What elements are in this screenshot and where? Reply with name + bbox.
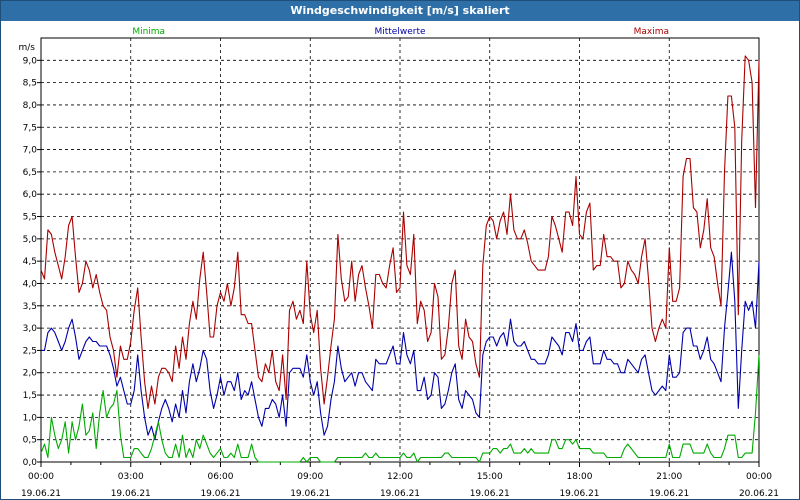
series-line-minima (40, 354, 760, 463)
y-tick-label: 2,5 (23, 346, 37, 356)
x-tick-date-label: 19.06.21 (649, 489, 689, 499)
legend-minima: Minima (132, 27, 165, 37)
x-tick-date-label: 19.06.21 (470, 489, 510, 499)
x-tick-date-label: 19.06.21 (200, 489, 240, 499)
y-tick-label: 1,5 (23, 391, 37, 401)
y-tick-label: 6,0 (23, 190, 38, 200)
legend-mittelwerte: Mittelwerte (374, 27, 425, 37)
x-tick-time-label: 00:00 (28, 472, 54, 482)
y-tick-label: 1,0 (23, 413, 38, 423)
y-tick-label: 5,0 (23, 235, 38, 245)
y-tick-label: 0,0 (23, 458, 38, 468)
x-tick-date-label: 19.06.21 (21, 489, 61, 499)
x-tick-time-label: 18:00 (567, 472, 593, 482)
x-tick-date-label: 19.06.21 (559, 489, 599, 499)
series-line-mittelwerte (41, 251, 760, 441)
y-tick-label: 7,5 (23, 123, 37, 133)
x-tick-time-label: 09:00 (297, 472, 323, 482)
x-tick-date-label: 19.06.21 (111, 489, 151, 499)
y-tick-label: 3,5 (23, 302, 37, 312)
y-tick-label: 4,5 (23, 257, 37, 267)
x-tick-time-label: 15:00 (477, 472, 503, 482)
legend-maxima: Maxima (634, 27, 669, 37)
y-tick-label: 8,0 (23, 101, 38, 111)
y-tick-label: 2,0 (23, 369, 38, 379)
x-tick-time-label: 12:00 (387, 472, 413, 482)
x-tick-time-label: 21:00 (656, 472, 682, 482)
y-tick-label: 4,0 (23, 279, 38, 289)
x-tick-time-label: 03:00 (118, 472, 144, 482)
x-tick-time-label: 06:00 (208, 472, 234, 482)
x-tick-date-label: 20.06.21 (739, 489, 779, 499)
y-tick-label: 7,0 (23, 146, 38, 156)
y-tick-label: 6,5 (23, 168, 37, 178)
x-tick-date-label: 19.06.21 (380, 489, 420, 499)
y-tick-label: 0,5 (23, 436, 37, 446)
y-tick-label: 3,0 (23, 324, 38, 334)
window-title: Windgeschwindigkeit [m/s] skaliert (1, 1, 799, 21)
y-tick-label: 5,5 (23, 213, 37, 223)
y-axis-unit-label: m/s (19, 43, 36, 53)
y-tick-label: 9,0 (23, 56, 38, 66)
series-line-maxima (40, 55, 760, 409)
y-tick-label: 8,5 (23, 79, 37, 89)
x-tick-time-label: 00:00 (746, 472, 772, 482)
x-tick-date-label: 19.06.21 (290, 489, 330, 499)
wind-speed-chart: 0,0 0,5 1,0 1,5 2,0 2,5 3,0 3,5 4,0 4,5 5,0 5,5 6,0 6… (19, 27, 780, 499)
